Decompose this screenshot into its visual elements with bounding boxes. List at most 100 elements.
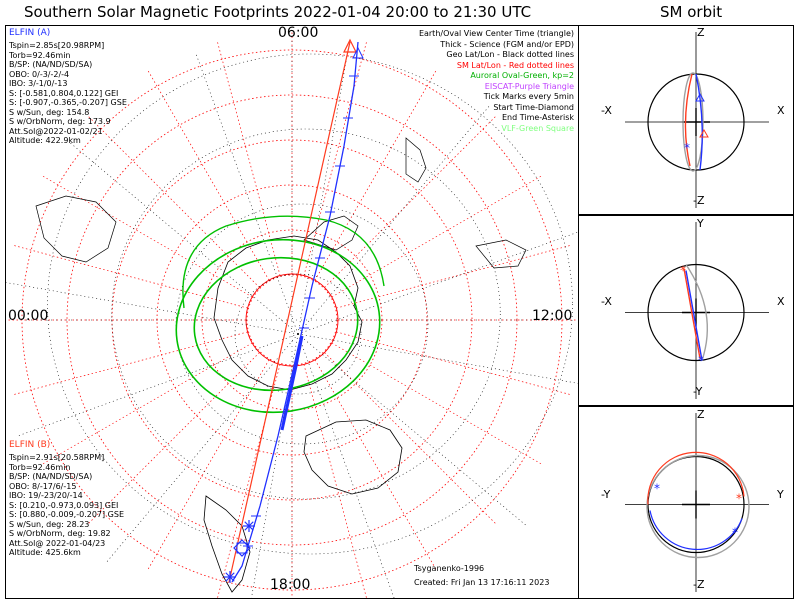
elb-info: Tspin=2.91s[20.58RPM] Torb=92.46min B/SP: … [9,453,124,558]
elb-name: ELFIN (B) [9,440,51,450]
sm-longitude-line [331,174,544,298]
elb-info-line: S w/Sun, deg: 28.23 [9,519,90,529]
legend-entry: Thick - Science (FGM and/or EPD) [440,39,574,49]
axis-bottom-label: -Z [693,578,705,591]
legend-entry: Earth/Oval View Center Time (triangle) [418,29,574,38]
orbit-xz-canvas: * [625,32,769,208]
legend-entry: Tick Marks every 5min [483,92,574,101]
sm-longitude-line [40,342,253,466]
elb-info-line: OBO: 8/-17/6/-15 [9,481,77,491]
elb-info-line: Altitude: 425.6km [9,548,81,557]
plot-title: Southern Solar Magnetic Footprints 2022-… [24,3,532,21]
ela-name: ELFIN (A) [9,28,51,38]
africa-coastline [35,195,117,263]
geo-latitude-line [175,203,429,445]
ela-info-line: S: [-0.581,0.804,0.122] GEI [9,88,119,98]
ela-start-box [236,542,248,554]
created-label: Created: Fri Jan 13 17:16:11 2023 [414,578,550,587]
legend: Earth/Oval View Center Time (triangle) Th… [419,29,574,134]
ela-info-line: IBO: 3/-1/0/-13 [9,79,68,88]
elb-end-asterisk: * [736,492,742,506]
axis-bottom-label: -Y [693,385,703,398]
elb-track [228,41,351,583]
clock-label-top: 06:00 [278,25,319,41]
geo-longitude-line [297,333,395,598]
axis-right-label: Y [777,488,784,501]
ela-info-line: Tspin=2.85s[20.98RPM] [9,41,105,50]
earth-circle [647,263,745,362]
sm-longitude-line [217,364,281,598]
ela-info-line: Altitude: 422.9km [9,136,81,145]
ela-center-triangle [352,46,364,59]
ela-center-triangle [695,92,705,102]
legend-entry: EISCAT-Purple Triangle [484,81,574,91]
coastline [475,239,527,269]
ela-end-asterisk [225,572,235,582]
coastline [303,215,359,251]
sm-longitude-line [324,352,498,526]
geo-longitude-line [15,333,299,437]
new-zealand-coastline [405,137,427,183]
ela-end-asterisk: * [684,141,690,155]
ela-orbit [649,510,743,551]
legend-entry: Start Time-Diamond [493,102,574,112]
ela-info-line: S w/Sun, deg: 154.8 [9,107,90,117]
geo-latitude-line [111,128,501,500]
geo-longitude-line [6,282,299,335]
orbit-xy-canvas: ** [625,222,769,399]
model-label: Tsyganenko-1996 [414,564,485,573]
elb-info-line: S: [0.880,-0.009,-0.207] GSE [9,510,124,519]
antarctica-coastline [213,235,363,391]
orbit-panel-xy: * * Y -Y -X X [578,215,794,406]
elb-info-line: Tspin=2.91s[20.58RPM] [9,453,105,462]
ela-orbit [685,270,703,361]
axis-top-label: Z [697,26,705,39]
axis-right-label: X [777,104,785,117]
auroral-oval-poleward [193,256,359,392]
orbit-trace [685,264,708,361]
legend-entry: Auroral Oval-Green, kp=2 [470,71,574,80]
south-america-coastline [203,495,251,593]
legend-entry: Geo Lat/Lon - Black dotted lines [446,50,574,59]
ela-info-line: Att.Sol@2022-01-02/21 [9,126,103,136]
elb-info-line: S w/OrbNorm, deg: 19.82 [9,529,111,538]
axis-bottom-label: -Z [693,194,705,207]
sm-longitude-line [303,364,367,598]
sm-longitude-line [146,68,270,281]
orbit-panel-title: SM orbit [660,3,723,21]
clock-label-bottom: 18:00 [270,577,311,593]
orbit-trace [682,72,704,172]
sm-longitude-line [216,39,281,276]
elb-orbit [647,451,745,505]
ela-orbit [695,73,703,171]
ela-info-line: Torb=92.46min [9,50,71,60]
axis-top-label: Y [697,217,704,230]
orbit-panel-yz: * * * Z -Z -Y Y [578,406,794,599]
sm-longitude-line [11,331,248,396]
ela-info-line: OBO: 0/-3/-2/-4 [9,69,70,79]
sm-longitude-line [146,359,270,572]
ela-info-line: B/SP: (NA/ND/SD/SA) [9,60,93,69]
geo-longitude-line [195,51,299,335]
ela-track [231,41,359,583]
legend-entry: SM Lat/Lon - Red dotted lines [456,60,574,70]
ela-end-asterisk: * [698,354,704,368]
auroral-oval-equatorward [175,238,381,414]
footprint-map: 06:00 00:00 12:00 18:00 ELFIN (A) Tspin=… [5,25,579,599]
geo-longitude-line [297,333,529,528]
sm-longitude-line [314,359,438,572]
legend-entry: VLF-Green Square [501,123,574,133]
clock-label-right: 12:00 [532,308,573,324]
legend-entry: End Time-Asterisk [501,113,574,122]
auroral-oval-arc [182,215,385,309]
geo-latitude-line [47,53,573,555]
sm-longitude-line [331,342,544,466]
axis-left-label: -Y [601,488,611,501]
sm-longitude-line [303,39,368,276]
geo-latitude-line [234,273,362,395]
sm-longitude-line [336,331,573,396]
sm-longitude-line [11,244,248,309]
elb-info-line: S: [0.210,-0.973,0.093] GEI [9,500,119,510]
elb-orbit [684,73,693,167]
ela-science-segment [280,335,304,431]
